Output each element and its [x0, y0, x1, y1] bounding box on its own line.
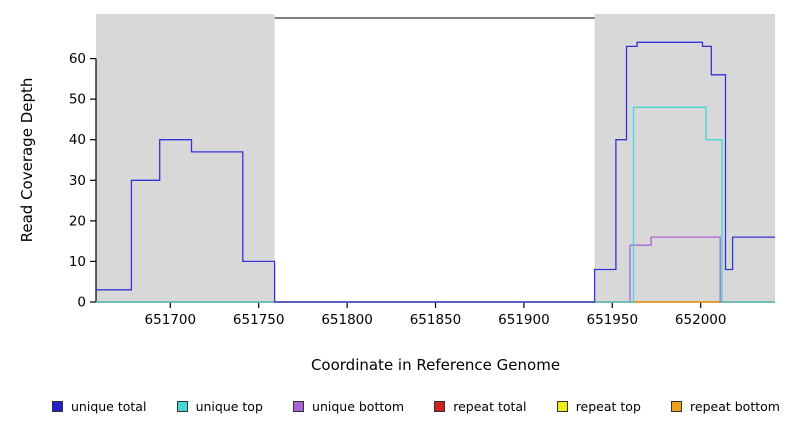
series-unique-top [96, 106, 775, 303]
series-unique-total [96, 41, 775, 303]
y-tick-label: 10 [69, 254, 86, 270]
x-tick-label: 651800 [321, 312, 373, 328]
legend-swatch-unique-total [52, 401, 63, 412]
legend-swatch-repeat-total [434, 401, 446, 412]
y-tick-label: 40 [69, 132, 86, 148]
y-tick-label: 50 [69, 92, 86, 108]
shaded-region-0 [96, 14, 275, 302]
legend-label-repeat-total: repeat total [453, 399, 527, 414]
legend-swatch-unique-top [176, 401, 188, 412]
legend-label-unique-top: unique top [195, 399, 263, 414]
coverage-chart: 651700 651750 651800 651850 651900 651950 6520… [69, 14, 775, 328]
legend-swatch-repeat-bottom [671, 401, 683, 412]
y-tick-label: 0 [77, 295, 86, 311]
y-axis-title: Read Coverage Depth [18, 77, 36, 243]
legend-label-unique-bottom: unique bottom [312, 399, 405, 414]
legend-item-unique-bottom: unique bottom [293, 399, 404, 414]
shaded-region-1 [594, 14, 775, 302]
x-tick-label: 651750 [233, 312, 285, 328]
y-tick-label: 60 [69, 51, 86, 67]
y-tick-label: 20 [69, 213, 86, 229]
legend-item-repeat-bottom: repeat bottom [671, 399, 780, 414]
legend-item-repeat-top: repeat top [556, 399, 641, 414]
legend-label-unique-total: unique total [71, 399, 147, 414]
legend-label-repeat-bottom: repeat bottom [690, 399, 780, 414]
x-axis-title: Coordinate in Reference Genome [310, 356, 561, 374]
legend-item-unique-top: unique top [176, 399, 263, 414]
x-tick-label: 651850 [410, 312, 462, 328]
legend-item-repeat-total: repeat total [434, 399, 527, 414]
legend-swatch-unique-bottom [293, 401, 305, 412]
x-tick-label: 651950 [587, 312, 639, 328]
legend-swatch-repeat-top [556, 401, 568, 412]
y-tick-label: 30 [69, 173, 86, 189]
legend-label-repeat-top: repeat top [575, 399, 641, 414]
series-unique-bottom [96, 236, 775, 303]
chart-legend: unique total unique top unique bottom re… [52, 399, 780, 414]
x-tick-label: 651900 [498, 312, 550, 328]
x-tick-label: 651700 [145, 312, 197, 328]
x-tick-label: 652000 [675, 312, 727, 328]
legend-item-unique-total: unique total [52, 399, 146, 414]
